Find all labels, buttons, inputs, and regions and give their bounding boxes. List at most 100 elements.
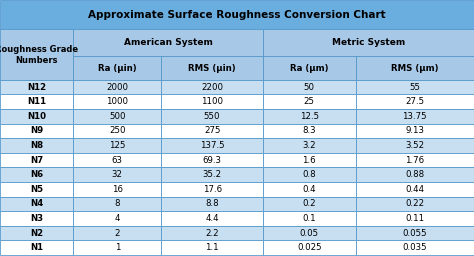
Text: N11: N11 <box>27 97 46 106</box>
Text: 250: 250 <box>109 126 126 135</box>
Bar <box>73 138 161 153</box>
Bar <box>356 109 474 124</box>
Text: 16: 16 <box>112 185 123 194</box>
Text: 1.1: 1.1 <box>205 243 219 252</box>
Bar <box>161 138 263 153</box>
Bar <box>73 240 161 255</box>
Bar <box>161 182 263 197</box>
Bar <box>356 138 474 153</box>
Bar <box>263 29 474 56</box>
Bar <box>263 153 356 167</box>
Bar <box>0 240 73 255</box>
Text: 50: 50 <box>304 83 315 92</box>
Bar <box>0 197 73 211</box>
Bar <box>263 226 356 240</box>
Text: 3.2: 3.2 <box>302 141 316 150</box>
Bar <box>263 80 356 94</box>
Text: N7: N7 <box>30 156 43 165</box>
Bar <box>73 29 263 56</box>
Text: N12: N12 <box>27 83 46 92</box>
Bar <box>0 167 73 182</box>
Text: 1100: 1100 <box>201 97 223 106</box>
Text: N10: N10 <box>27 112 46 121</box>
Bar <box>0 138 73 153</box>
Bar <box>0 153 73 167</box>
Text: 2000: 2000 <box>106 83 128 92</box>
Text: 32: 32 <box>112 170 123 179</box>
Bar <box>263 94 356 109</box>
Text: 0.22: 0.22 <box>405 199 424 208</box>
Bar <box>73 94 161 109</box>
Bar <box>73 226 161 240</box>
Bar <box>73 197 161 211</box>
Text: N9: N9 <box>30 126 43 135</box>
Text: 0.88: 0.88 <box>405 170 424 179</box>
Text: 0.44: 0.44 <box>405 185 424 194</box>
Bar <box>161 240 263 255</box>
Bar <box>263 182 356 197</box>
Bar <box>161 211 263 226</box>
Text: N1: N1 <box>30 243 43 252</box>
Bar <box>0 29 73 80</box>
Bar <box>161 167 263 182</box>
Bar <box>73 211 161 226</box>
Text: N6: N6 <box>30 170 43 179</box>
Text: 0.035: 0.035 <box>402 243 427 252</box>
Bar <box>161 124 263 138</box>
Bar <box>161 80 263 94</box>
Bar <box>356 124 474 138</box>
Text: N3: N3 <box>30 214 43 223</box>
Bar <box>356 211 474 226</box>
Text: 1.76: 1.76 <box>405 156 424 165</box>
Bar <box>161 197 263 211</box>
Text: 2200: 2200 <box>201 83 223 92</box>
Bar <box>263 211 356 226</box>
Bar <box>73 153 161 167</box>
Bar <box>356 240 474 255</box>
Bar <box>356 153 474 167</box>
Bar <box>356 56 474 80</box>
Text: 0.4: 0.4 <box>302 185 316 194</box>
Text: 13.75: 13.75 <box>402 112 427 121</box>
Text: N5: N5 <box>30 185 43 194</box>
Text: 69.3: 69.3 <box>202 156 222 165</box>
Text: 0.05: 0.05 <box>300 229 319 238</box>
Bar <box>161 56 263 80</box>
Bar <box>0 226 73 240</box>
Text: 1000: 1000 <box>106 97 128 106</box>
Bar <box>356 226 474 240</box>
Text: 8: 8 <box>115 199 120 208</box>
Text: 0.055: 0.055 <box>402 229 427 238</box>
Text: 35.2: 35.2 <box>202 170 222 179</box>
Text: 25: 25 <box>304 97 315 106</box>
Bar <box>356 167 474 182</box>
Text: American System: American System <box>124 38 213 47</box>
Text: RMS (μin): RMS (μin) <box>188 63 236 73</box>
Bar <box>73 56 161 80</box>
Text: 0.1: 0.1 <box>302 214 316 223</box>
Bar <box>73 80 161 94</box>
Text: 17.6: 17.6 <box>202 185 222 194</box>
Text: 2.2: 2.2 <box>205 229 219 238</box>
Bar <box>0 0 474 29</box>
Bar <box>263 56 356 80</box>
Bar <box>161 226 263 240</box>
Text: RMS (μm): RMS (μm) <box>391 63 438 73</box>
Text: Approximate Surface Roughness Conversion Chart: Approximate Surface Roughness Conversion… <box>88 10 386 20</box>
Bar <box>263 167 356 182</box>
Text: 4.4: 4.4 <box>205 214 219 223</box>
Text: N4: N4 <box>30 199 43 208</box>
Text: N8: N8 <box>30 141 43 150</box>
Text: 550: 550 <box>204 112 220 121</box>
Bar <box>0 124 73 138</box>
Bar <box>73 109 161 124</box>
Bar <box>356 94 474 109</box>
Text: 4: 4 <box>115 214 120 223</box>
Text: Metric System: Metric System <box>332 38 405 47</box>
Text: 137.5: 137.5 <box>200 141 224 150</box>
Text: 12.5: 12.5 <box>300 112 319 121</box>
Bar <box>73 167 161 182</box>
Text: 63: 63 <box>112 156 123 165</box>
Bar <box>356 80 474 94</box>
Text: 27.5: 27.5 <box>405 97 424 106</box>
